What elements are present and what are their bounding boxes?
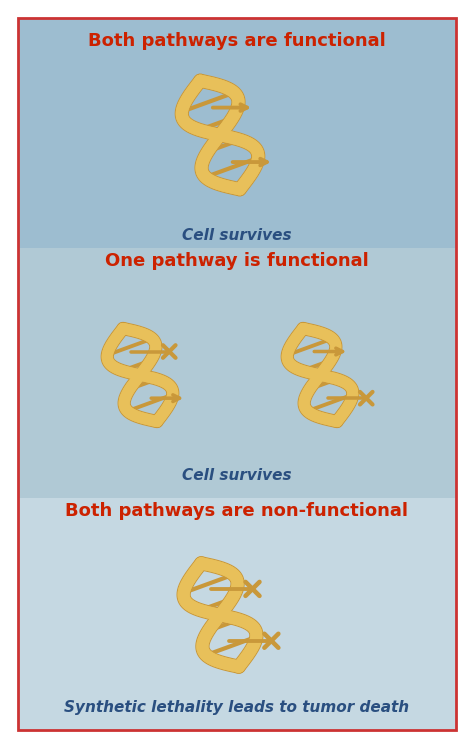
Bar [18,18,456,248]
Bar [18,248,456,498]
Text: Synthetic lethality leads to tumor death: Synthetic lethality leads to tumor death [64,700,410,715]
Text: Cell survives: Cell survives [182,228,292,243]
Text: Cell survives: Cell survives [182,468,292,483]
Text: One pathway is functional: One pathway is functional [105,252,369,270]
Text: Both pathways are functional: Both pathways are functional [88,32,386,50]
Bar [18,498,456,730]
Text: Both pathways are non-functional: Both pathways are non-functional [65,502,409,520]
